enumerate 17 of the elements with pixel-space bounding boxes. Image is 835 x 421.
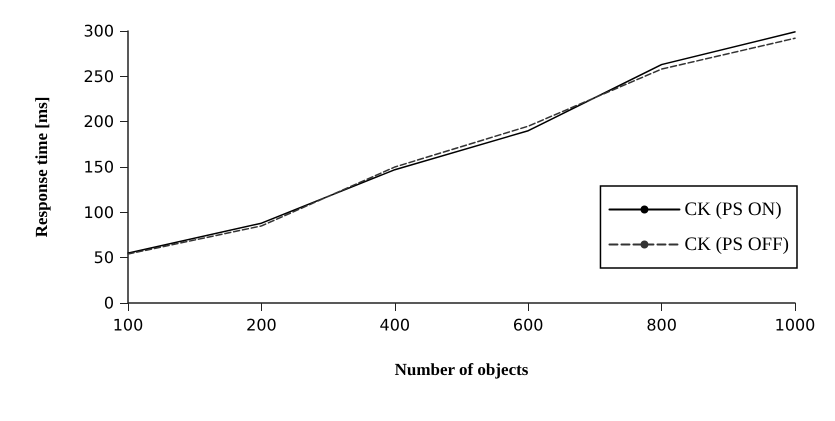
y-tick-label: 300: [83, 22, 114, 40]
legend-label: CK (PS ON): [684, 199, 782, 220]
x-tick-label: 200: [246, 316, 277, 334]
y-tick-label: 50: [94, 248, 114, 268]
x-tick-label: 1000: [774, 316, 816, 334]
y-tick-label: 150: [83, 158, 114, 176]
x-tick-label: 400: [380, 316, 410, 334]
y-tick-label: 200: [83, 112, 114, 132]
y-axis-title: Response time [ms]: [32, 96, 51, 238]
x-axis-title: Number of objects: [394, 360, 529, 379]
x-tick-label: 800: [646, 316, 677, 334]
legend-label: CK (PS OFF): [684, 234, 790, 255]
y-tick-label: 250: [83, 66, 114, 86]
y-tick-label: 100: [83, 202, 114, 222]
y-tick-label: 0: [104, 294, 114, 312]
x-tick-label: 600: [512, 316, 544, 334]
x-tick-label: 100: [112, 316, 144, 334]
